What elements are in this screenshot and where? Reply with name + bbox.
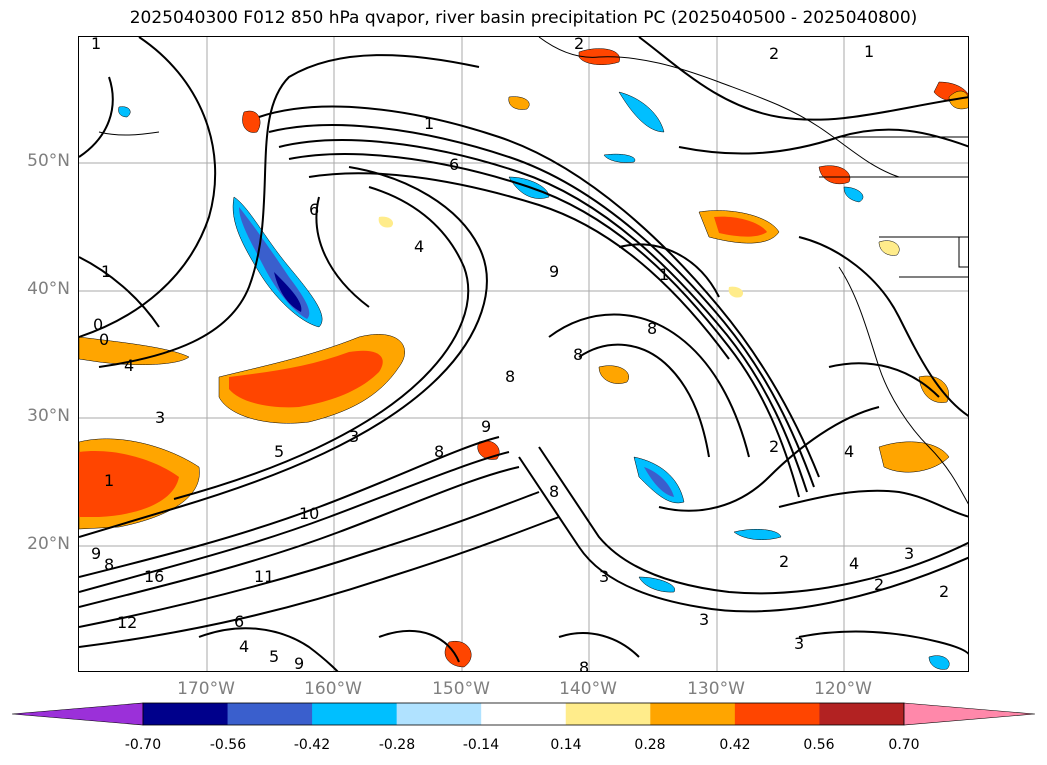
colorbar-extend-high (903, 702, 1036, 726)
contour-label: 2 (574, 37, 584, 53)
colorbar-swatch (734, 703, 820, 725)
contour-label: 3 (155, 408, 165, 427)
contour-label: 2 (769, 437, 779, 456)
contour-label: 9 (91, 544, 101, 563)
lat-label-50n: 50°N (27, 151, 70, 171)
colorbar-tick-label: 0.70 (888, 737, 920, 753)
chart-title: 2025040300 F012 850 hPa qvapor, river ba… (129, 8, 918, 28)
contour-label: 8 (647, 319, 657, 338)
map-canvas: 1 1 2 2 1 6 6 4 9 1 8 1 0 0 4 3 1 5 3 8 … (79, 37, 968, 672)
colorbar-swatch (396, 703, 482, 725)
coastlines (98, 37, 968, 505)
qvapor-contours (79, 37, 968, 671)
contour-label: 1 (424, 114, 434, 133)
contour-label: 4 (414, 237, 424, 256)
contour-label: 12 (117, 613, 137, 632)
contour-label: 9 (481, 417, 491, 436)
contour-label: 10 (299, 504, 319, 523)
contour-label: 4 (124, 356, 134, 375)
colorbar-tick-label: -0.28 (378, 737, 416, 753)
contour-label: 3 (349, 427, 359, 446)
lat-label-40n: 40°N (27, 279, 70, 299)
contour-label: 0 (99, 330, 109, 349)
contour-label: 6 (449, 155, 459, 174)
contour-label: 3 (904, 544, 914, 563)
lon-label-160w: 160°W (304, 679, 362, 699)
contour-label: 4 (849, 554, 859, 573)
colorbar-swatch (227, 703, 313, 725)
contour-label: 1 (101, 262, 111, 281)
contour-label: 8 (549, 482, 559, 501)
colorbar-swatch (481, 703, 567, 725)
contour-label: 1 (104, 471, 114, 490)
colorbar-swatch (819, 703, 905, 725)
contour-label: 9 (549, 262, 559, 281)
contour-label: 0 (93, 315, 103, 334)
graticule (79, 37, 968, 671)
colorbar-tick-label: -0.70 (124, 737, 162, 753)
contour-label: 5 (274, 442, 284, 461)
contour-label: 2 (939, 582, 949, 601)
colorbar-tick-label: -0.14 (462, 737, 500, 753)
lon-label-150w: 150°W (432, 679, 490, 699)
contour-label: 6 (309, 200, 319, 219)
contour-label: 16 (144, 567, 164, 586)
contour-label: 5 (269, 647, 279, 666)
contour-labels: 1 1 2 2 1 6 6 4 9 1 8 1 0 0 4 3 1 5 3 8 … (91, 37, 949, 672)
contour-label: 4 (844, 442, 854, 461)
colorbar-swatch (565, 703, 651, 725)
lat-label-30n: 30°N (27, 406, 70, 426)
contour-label: 8 (505, 367, 515, 386)
colorbar-tick-label: 0.56 (803, 737, 835, 753)
contour-label: 3 (794, 634, 804, 653)
colorbar-swatch (143, 703, 229, 725)
lon-label-130w: 130°W (687, 679, 745, 699)
contour-label: 2 (769, 44, 779, 63)
lon-label-140w: 140°W (559, 679, 617, 699)
shaded-anomaly-field (79, 48, 968, 670)
lat-label-20n: 20°N (27, 534, 70, 554)
lon-label-120w: 120°W (814, 679, 872, 699)
contour-label: 9 (294, 654, 304, 672)
colorbar-tick-label: 0.28 (634, 737, 666, 753)
colorbar (11, 702, 1036, 726)
contour-label: 8 (579, 658, 589, 672)
colorbar-tick-label: 0.42 (719, 737, 751, 753)
colorbar-tick-label: 0.14 (550, 737, 582, 753)
contour-label: 8 (104, 555, 114, 574)
contour-label: 1 (864, 42, 874, 61)
colorbar-extend-low (11, 702, 144, 726)
lon-label-170w: 170°W (177, 679, 235, 699)
contour-label: 3 (699, 610, 709, 629)
contour-label: 6 (234, 612, 244, 631)
contour-label: 1 (91, 37, 101, 53)
colorbar-swatch (650, 703, 736, 725)
contour-label: 8 (573, 345, 583, 364)
contour-label: 1 (659, 265, 669, 284)
colorbar-tick-label: -0.56 (209, 737, 247, 753)
contour-label: 2 (779, 552, 789, 571)
colorbar-outline (142, 702, 905, 726)
contour-label: 2 (874, 575, 884, 594)
map-panel: 1 1 2 2 1 6 6 4 9 1 8 1 0 0 4 3 1 5 3 8 … (78, 36, 969, 672)
contour-label: 3 (599, 567, 609, 586)
contour-label: 8 (434, 442, 444, 461)
colorbar-tick-label: -0.42 (293, 737, 331, 753)
contour-label: 4 (239, 637, 249, 656)
colorbar-swatch (312, 703, 398, 725)
contour-label: 11 (254, 567, 274, 586)
